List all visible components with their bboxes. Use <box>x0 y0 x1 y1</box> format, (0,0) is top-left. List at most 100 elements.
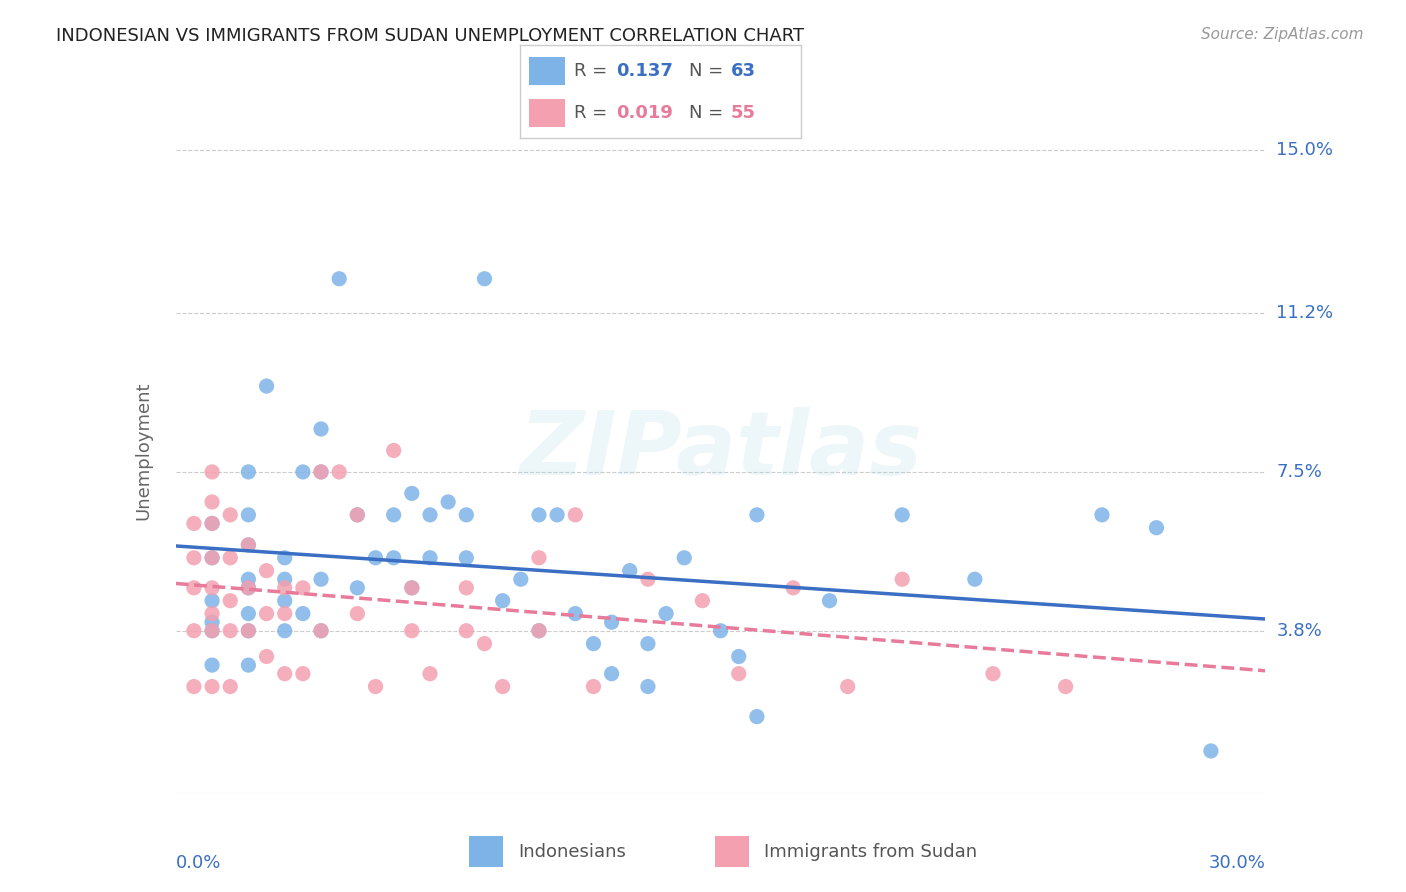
Point <box>201 495 224 509</box>
Point <box>201 593 224 607</box>
Point <box>637 572 659 586</box>
Point <box>309 572 332 586</box>
Text: 0.137: 0.137 <box>616 62 672 79</box>
Point <box>582 637 605 651</box>
Point <box>238 465 260 479</box>
Point <box>201 624 224 638</box>
Point <box>328 271 350 285</box>
Point <box>309 624 332 638</box>
Point <box>401 581 423 595</box>
Point <box>274 550 297 565</box>
Point <box>291 581 314 595</box>
Point <box>201 680 224 694</box>
Point <box>256 607 278 621</box>
Point <box>238 581 260 595</box>
FancyBboxPatch shape <box>529 99 565 127</box>
Point <box>655 607 678 621</box>
Text: Indonesians: Indonesians <box>517 843 626 861</box>
Point <box>492 593 515 607</box>
Point <box>309 465 332 479</box>
Point <box>456 624 478 638</box>
Point <box>238 538 260 552</box>
Point <box>492 680 515 694</box>
Point <box>238 572 260 586</box>
Point <box>201 615 224 630</box>
FancyBboxPatch shape <box>529 57 565 85</box>
Point <box>346 508 368 522</box>
Point <box>183 581 205 595</box>
Point <box>291 666 314 681</box>
Y-axis label: Unemployment: Unemployment <box>134 381 152 520</box>
Point <box>600 666 623 681</box>
Point <box>981 666 1004 681</box>
Point <box>1146 521 1168 535</box>
Point <box>183 516 205 531</box>
Point <box>364 680 387 694</box>
Point <box>201 607 224 621</box>
Point <box>274 572 297 586</box>
Point <box>201 465 224 479</box>
Point <box>1054 680 1077 694</box>
Point <box>291 607 314 621</box>
Point <box>219 680 242 694</box>
Text: N =: N = <box>689 104 728 122</box>
Point <box>238 607 260 621</box>
Point <box>364 550 387 565</box>
Text: 15.0%: 15.0% <box>1277 141 1333 159</box>
Point <box>564 508 586 522</box>
FancyBboxPatch shape <box>716 837 749 867</box>
Point <box>238 658 260 673</box>
Point <box>637 637 659 651</box>
Point <box>183 550 205 565</box>
Text: 30.0%: 30.0% <box>1209 854 1265 872</box>
Point <box>238 508 260 522</box>
Text: Source: ZipAtlas.com: Source: ZipAtlas.com <box>1201 27 1364 42</box>
Point <box>419 666 441 681</box>
Text: 3.8%: 3.8% <box>1277 622 1322 640</box>
Point <box>274 624 297 638</box>
Point <box>309 624 332 638</box>
Point <box>474 637 496 651</box>
Point <box>419 550 441 565</box>
Point <box>456 508 478 522</box>
Point <box>401 624 423 638</box>
Text: R =: R = <box>574 62 613 79</box>
Point <box>456 550 478 565</box>
Point <box>745 508 768 522</box>
Point <box>238 624 260 638</box>
Point <box>256 649 278 664</box>
Point <box>328 465 350 479</box>
Point <box>891 572 914 586</box>
Point <box>183 680 205 694</box>
Point <box>401 581 423 595</box>
Text: 55: 55 <box>731 104 756 122</box>
Point <box>183 624 205 638</box>
Point <box>527 624 550 638</box>
Point <box>274 607 297 621</box>
Point <box>727 666 749 681</box>
Point <box>546 508 568 522</box>
Text: INDONESIAN VS IMMIGRANTS FROM SUDAN UNEMPLOYMENT CORRELATION CHART: INDONESIAN VS IMMIGRANTS FROM SUDAN UNEM… <box>56 27 804 45</box>
Point <box>474 271 496 285</box>
Point <box>782 581 804 595</box>
Point <box>1091 508 1114 522</box>
Point <box>238 581 260 595</box>
Point <box>201 516 224 531</box>
Point <box>527 550 550 565</box>
Point <box>419 508 441 522</box>
Point <box>382 550 405 565</box>
Point <box>837 680 859 694</box>
Point <box>818 593 841 607</box>
Point <box>527 624 550 638</box>
Point <box>291 465 314 479</box>
Point <box>346 581 368 595</box>
Point <box>637 680 659 694</box>
Point <box>673 550 696 565</box>
Point <box>509 572 531 586</box>
Point <box>238 624 260 638</box>
Point <box>456 581 478 595</box>
Text: N =: N = <box>689 62 728 79</box>
Point <box>891 508 914 522</box>
Point <box>219 550 242 565</box>
Text: 7.5%: 7.5% <box>1277 463 1322 481</box>
